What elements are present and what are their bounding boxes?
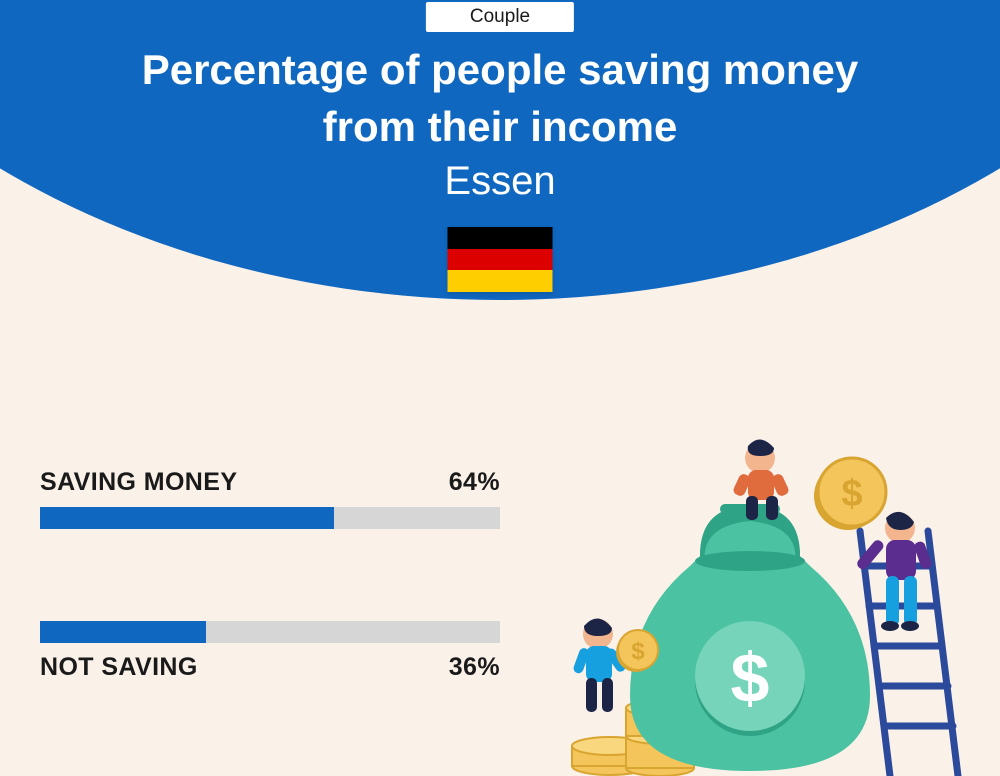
bar-track (40, 621, 500, 643)
bar-fill (40, 621, 206, 643)
title-line-1: Percentage of people saving money (0, 42, 1000, 99)
bar-fill (40, 507, 334, 529)
bar-value: 36% (449, 653, 500, 682)
bar-chart: SAVING MONEY 64% NOT SAVING 36% (40, 468, 500, 774)
money-bag-icon: $ (630, 504, 870, 771)
bar-label: NOT SAVING (40, 653, 198, 682)
bar-row-not-saving: NOT SAVING 36% (40, 621, 500, 682)
title-block: Percentage of people saving money from t… (0, 42, 1000, 204)
bar-value: 64% (449, 468, 500, 497)
title-line-2: from their income (0, 99, 1000, 156)
bar-row-saving: SAVING MONEY 64% (40, 468, 500, 529)
svg-text:$: $ (731, 639, 770, 717)
flag-stripe (448, 270, 553, 292)
flag-stripe (448, 227, 553, 249)
svg-text:$: $ (841, 473, 862, 515)
flag-stripe (448, 249, 553, 271)
held-coin-icon: $ (814, 458, 886, 530)
germany-flag-icon (448, 227, 553, 292)
title-city: Essen (0, 159, 1000, 204)
bar-label: SAVING MONEY (40, 468, 237, 497)
bar-track (40, 507, 500, 529)
svg-text:$: $ (631, 638, 645, 665)
savings-illustration-icon: $ $ (550, 436, 970, 776)
category-badge: Couple (426, 2, 574, 32)
